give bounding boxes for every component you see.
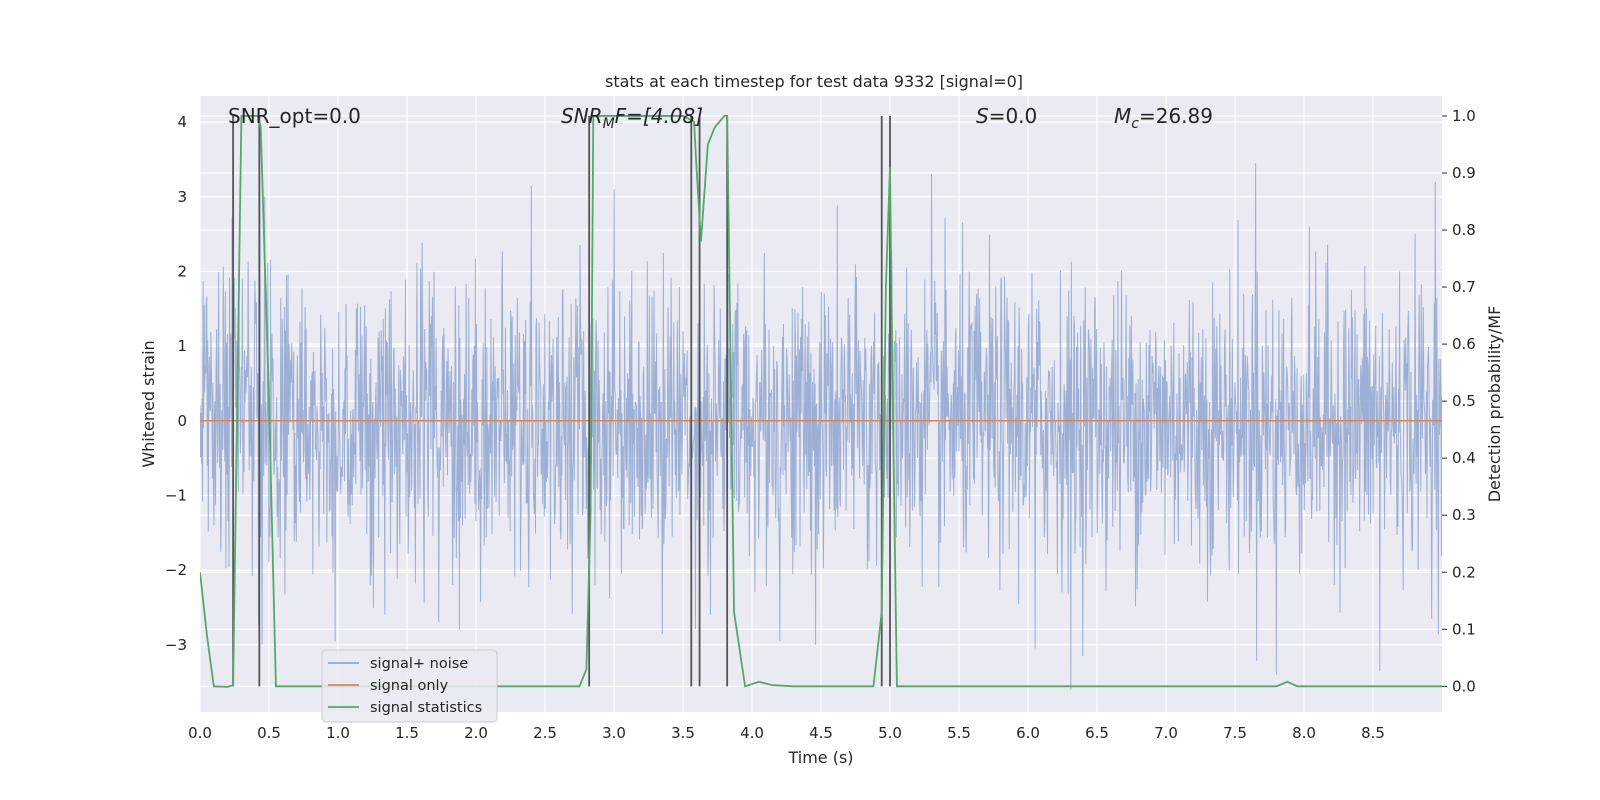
y-tick-label-right: 0.8	[1452, 221, 1476, 239]
x-tick-label: 5.0	[878, 724, 902, 742]
data-layer	[200, 115, 1442, 690]
y-tick-label-right: 0.4	[1452, 449, 1476, 467]
x-tick-label: 3.0	[602, 724, 626, 742]
y-ticks-left: −3 −2 −1 0 1 2 3 4	[165, 113, 187, 654]
y-tick-label-right: 1.0	[1452, 107, 1476, 125]
legend: signal+ noise signal only signal statist…	[321, 649, 498, 723]
x-axis-label: Time (s)	[787, 748, 853, 767]
legend-label-signal-only: signal only	[370, 678, 449, 694]
x-tick-label: 8.0	[1292, 724, 1316, 742]
legend-label-signal-statistics: signal statistics	[370, 700, 482, 716]
annotation-snr-mf: SNRMF=[4.08]	[561, 104, 703, 132]
legend-box	[321, 649, 498, 723]
annotation-s: S=0.0	[976, 104, 1037, 128]
y-tick-label-left: −1	[165, 486, 187, 504]
x-tick-label: 6.0	[1016, 724, 1040, 742]
x-tick-label: 4.5	[809, 724, 833, 742]
y-tick-label-left: 3	[177, 188, 187, 206]
x-tick-label: 3.5	[671, 724, 695, 742]
y-tick-label-right: 0.2	[1452, 563, 1476, 581]
x-tick-label: 1.5	[395, 724, 419, 742]
y-tick-label-right: 0.6	[1452, 335, 1476, 353]
x-tick-label: 5.5	[947, 724, 971, 742]
y-tick-label-right: 0.7	[1452, 278, 1476, 296]
x-tick-label: 1.0	[326, 724, 350, 742]
x-ticks: 0.0 0.5 1.0 1.5 2.0 2.5 3.0 3.5 4.0 4.5 5.0 5.5 6.0 6…	[188, 724, 1385, 742]
y-tick-label-right: 0.9	[1452, 164, 1476, 182]
y-axis-label-left: Whitened strain	[139, 340, 158, 467]
series-signal-statistics	[200, 115, 1442, 688]
annotation-snr-opt: SNR_opt=0.0	[228, 104, 361, 128]
y-axis-label-right: Detection probability/MF	[1485, 306, 1504, 503]
x-tick-label: 8.5	[1361, 724, 1385, 742]
annotation-mc: Mc=26.89	[1114, 104, 1213, 132]
y-tick-label-left: −3	[165, 636, 187, 654]
y-tick-label-left: −2	[165, 561, 187, 579]
y-tick-label-right: 0.5	[1452, 392, 1476, 410]
x-tick-label: 0.0	[188, 724, 212, 742]
x-tick-label: 2.0	[464, 724, 488, 742]
y-tick-label-left: 1	[177, 337, 187, 355]
y-ticks-right: 0.0 0.1 0.2 0.3 0.4 0.5 0.6 0.7 0.8 0.9 1.0	[1442, 107, 1476, 695]
x-tick-label: 7.0	[1154, 724, 1178, 742]
y-tick-label-right: 0.3	[1452, 506, 1476, 524]
y-tick-label-right: 0.0	[1452, 677, 1476, 695]
x-tick-label: 4.0	[740, 724, 764, 742]
x-tick-label: 6.5	[1085, 724, 1109, 742]
y-tick-label-right: 0.1	[1452, 620, 1476, 638]
legend-label-signal-noise: signal+ noise	[370, 656, 468, 672]
y-tick-label-left: 4	[177, 113, 187, 131]
x-tick-label: 2.5	[533, 724, 557, 742]
x-tick-label: 0.5	[257, 724, 281, 742]
chart-title: stats at each timestep for test data 933…	[605, 72, 1023, 91]
series-signal-noise	[200, 137, 1442, 690]
y-tick-label-left: 0	[177, 412, 187, 430]
x-tick-label: 7.5	[1223, 724, 1247, 742]
y-tick-label-left: 2	[177, 262, 187, 280]
